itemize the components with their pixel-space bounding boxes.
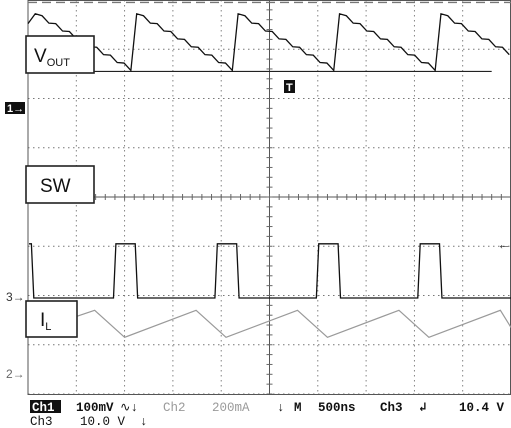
status-bar: Ch1 100mV ∿↓ Ch2 200mA ↓ M 500ns Ch3 ↲ 1… (30, 400, 505, 428)
il-trace (28, 309, 511, 339)
ch2-marker: 2→ (6, 367, 25, 381)
ch2-name: Ch2 (163, 401, 186, 415)
timebase-mode: M (294, 401, 302, 415)
svg-text:1→: 1→ (7, 103, 24, 115)
trigger-slope-icon: ↲ (419, 401, 427, 415)
trigger-marker: T (284, 80, 295, 94)
trigger-source: Ch3 (380, 401, 403, 415)
svg-text:IL: IL (40, 310, 51, 333)
ch1-name: Ch1 (32, 401, 55, 415)
trigger-level: 10.4 V (459, 401, 505, 415)
graticule (27, 0, 511, 395)
ch3-scale: 10.0 V (80, 415, 126, 428)
vout-trace (27, 12, 510, 72)
ch2-scale: 200mA (212, 401, 250, 415)
sw-trace (28, 243, 511, 299)
ch1-badge (30, 400, 61, 413)
svg-text:VOUT: VOUT (34, 46, 70, 69)
ch3-bandwidth: ↓ (140, 415, 148, 428)
svg-text:SW: SW (40, 176, 71, 197)
sw-label: SW (25, 165, 95, 204)
ch2-bandwidth-icon: ↓ (277, 401, 285, 415)
trigger-level-arrow: ← (497, 236, 511, 252)
vout-label: VOUT (25, 35, 95, 74)
ch3-marker: 3→ (6, 290, 25, 304)
ch1-scale: 100mV (76, 401, 114, 415)
ch3-name: Ch3 (30, 415, 53, 428)
ch1-marker: 1→ (5, 102, 25, 115)
traces (27, 1, 511, 339)
ch1-bandwidth: ∿↓ (120, 401, 138, 415)
il-label: IL (25, 300, 78, 338)
timebase-value: 500ns (318, 401, 356, 415)
svg-text:T: T (286, 82, 293, 94)
